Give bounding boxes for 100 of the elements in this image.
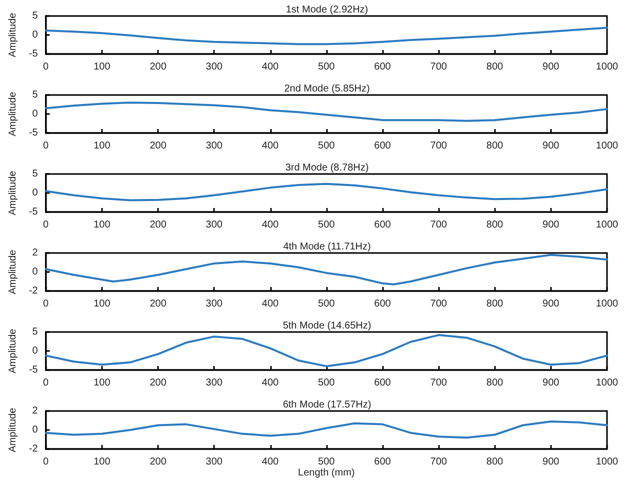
y-axis-title: Amplitude: [8, 249, 18, 294]
line-series: [44, 26, 608, 46]
y-tick-label: 5: [32, 326, 38, 338]
x-tick-label: 300: [206, 378, 223, 388]
x-tick-label: 0: [43, 140, 50, 152]
chart-title: 2nd Mode (5.85Hz): [284, 84, 370, 94]
x-tick-label: 400: [262, 298, 280, 310]
y-tick-label: 2: [32, 248, 38, 258]
x-tick-label: 300: [206, 298, 223, 310]
x-tick-label: 900: [542, 456, 560, 468]
x-tick-label: 0: [43, 456, 50, 468]
x-tick-label: 500: [318, 220, 336, 230]
x-tick-label: 0: [43, 378, 50, 388]
line-series: [44, 182, 608, 202]
x-tick-label: 100: [94, 62, 111, 72]
x-tick-label: 800: [486, 62, 504, 72]
x-tick-label: 100: [94, 378, 111, 388]
x-tick-label: 1000: [596, 298, 619, 310]
x-tick-label: 700: [430, 62, 448, 72]
y-tick-label: -5: [28, 128, 38, 138]
y-tick-label: 5: [32, 168, 38, 180]
y-tick-label: -2: [28, 286, 38, 296]
x-tick-label: 800: [486, 220, 504, 230]
y-axis-title: Amplitude: [8, 170, 18, 216]
x-tick-label: 800: [486, 298, 504, 310]
y-tick-label: 5: [32, 10, 38, 22]
x-tick-label: 700: [430, 220, 448, 230]
x-tick-label: 500: [318, 140, 336, 152]
x-tick-label: 600: [374, 140, 392, 152]
x-tick-label: 300: [206, 456, 223, 468]
x-tick-label: 0: [43, 298, 50, 310]
x-tick-label: 600: [374, 220, 392, 230]
x-tick-label: 200: [150, 456, 167, 468]
y-tick-label: 0: [32, 30, 38, 40]
y-axis-title: Amplitude: [8, 91, 18, 136]
x-axis-title: Length (mm): [298, 467, 355, 478]
y-tick-label: -2: [28, 444, 38, 454]
x-tick-label: 100: [94, 220, 111, 230]
y-tick-label: 5: [32, 90, 38, 100]
x-tick-label: 500: [318, 456, 336, 468]
y-axis-title: Amplitude: [8, 12, 18, 58]
x-tick-label: 600: [374, 298, 392, 310]
chart-title: 1st Mode (2.92Hz): [286, 4, 368, 16]
x-tick-label: 100: [94, 456, 111, 468]
x-tick-label: 600: [374, 62, 392, 72]
y-axis-title: Amplitude: [8, 407, 18, 452]
x-tick-label: 300: [206, 220, 223, 230]
x-tick-label: 300: [206, 62, 223, 72]
x-tick-label: 200: [150, 62, 167, 72]
line-series: [44, 420, 608, 439]
x-tick-label: 900: [542, 62, 560, 72]
x-tick-label: 400: [262, 62, 280, 72]
x-tick-label: 1000: [596, 456, 619, 468]
x-tick-label: 600: [374, 456, 392, 468]
x-tick-label: 900: [542, 220, 560, 230]
x-tick-label: 200: [150, 298, 167, 310]
y-tick-label: 0: [32, 266, 38, 278]
y-tick-label: 0: [32, 424, 38, 436]
x-tick-label: 800: [486, 140, 504, 152]
x-tick-label: 900: [542, 298, 560, 310]
x-tick-label: 800: [486, 456, 504, 468]
x-tick-label: 200: [150, 378, 167, 388]
x-tick-label: 300: [206, 140, 223, 152]
x-tick-label: 700: [430, 378, 448, 388]
chart-title: 5th Mode (14.65Hz): [282, 320, 372, 332]
y-tick-label: 0: [32, 346, 38, 356]
x-tick-label: 400: [262, 378, 280, 388]
x-tick-label: 900: [542, 140, 560, 152]
chart-title: 3rd Mode (8.78Hz): [285, 162, 369, 174]
line-series: [44, 334, 608, 368]
x-tick-label: 100: [94, 298, 111, 310]
x-tick-label: 700: [430, 140, 448, 152]
y-axis-title: Amplitude: [8, 328, 18, 374]
y-tick-label: -5: [28, 48, 38, 60]
x-tick-label: 700: [430, 298, 448, 310]
x-tick-label: 0: [43, 62, 50, 72]
x-tick-label: 1000: [596, 140, 619, 152]
x-tick-label: 500: [318, 62, 336, 72]
x-tick-label: 800: [486, 378, 504, 388]
y-tick-label: -5: [28, 364, 38, 376]
x-tick-label: 900: [542, 378, 560, 388]
chart-title: 4th Mode (11.71Hz): [283, 242, 371, 252]
line-series: [44, 102, 608, 122]
x-tick-label: 0: [43, 220, 50, 230]
x-tick-label: 1000: [596, 378, 619, 388]
chart-title: 6th Mode (17.57Hz): [282, 400, 372, 410]
y-tick-label: 0: [32, 188, 38, 198]
x-tick-label: 200: [150, 140, 167, 152]
y-tick-label: -5: [28, 206, 38, 218]
x-tick-label: 700: [430, 456, 448, 468]
x-tick-label: 500: [318, 298, 336, 310]
x-tick-label: 400: [262, 456, 280, 468]
x-tick-label: 400: [262, 220, 280, 230]
y-tick-label: 2: [32, 406, 38, 416]
x-tick-label: 1000: [596, 220, 619, 230]
y-tick-label: 0: [32, 108, 38, 120]
x-tick-label: 600: [374, 378, 392, 388]
x-tick-label: 400: [262, 140, 280, 152]
x-tick-label: 500: [318, 378, 336, 388]
x-tick-label: 100: [94, 140, 111, 152]
